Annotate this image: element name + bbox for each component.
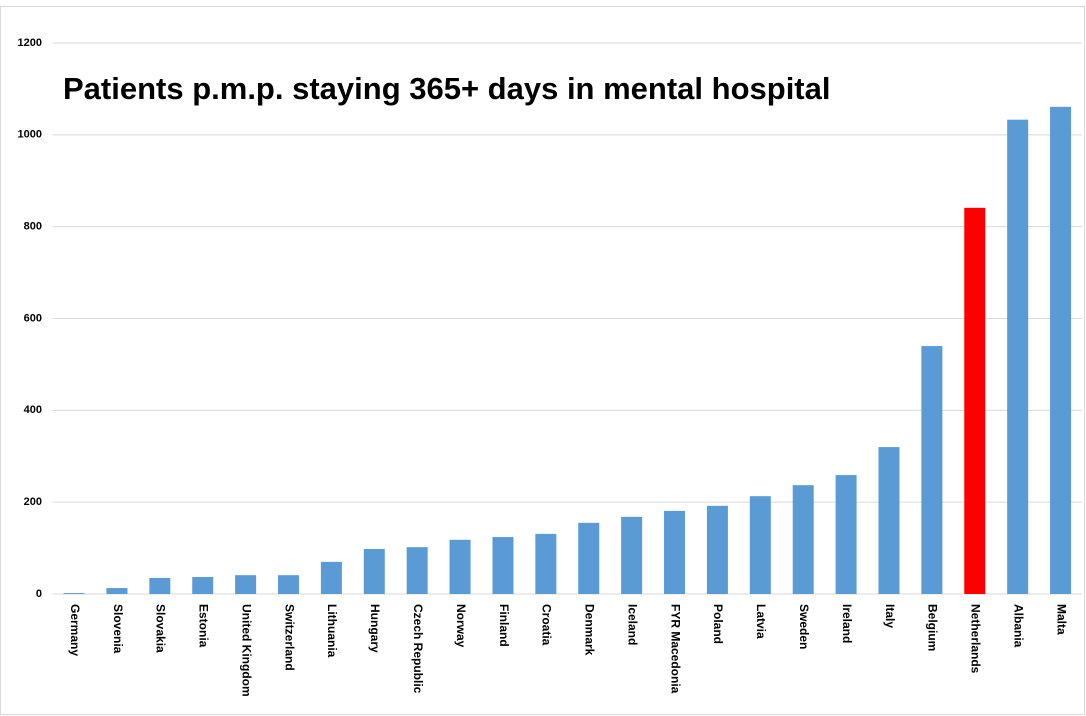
bar: [278, 575, 300, 594]
x-tick-label: Latvia: [754, 604, 768, 639]
bar: [749, 496, 771, 594]
bar: [835, 475, 857, 594]
x-tick-label: Poland: [711, 604, 725, 644]
y-tick-label: 600: [24, 312, 42, 324]
bar: [621, 516, 643, 594]
bar: [149, 577, 171, 594]
x-tick-label: Lithuania: [325, 604, 339, 658]
bar: [1007, 119, 1029, 594]
y-tick-label: 0: [36, 588, 42, 600]
x-tick-label: Slovakia: [154, 604, 168, 653]
x-tick-label: Germany: [68, 604, 82, 656]
bar: [535, 533, 557, 594]
x-tick-label: Czech Republic: [411, 604, 425, 694]
bar: [964, 207, 986, 595]
bar: [406, 547, 428, 594]
chart-title: Patients p.m.p. staying 365+ days in men…: [63, 71, 830, 106]
bar: [192, 577, 214, 594]
bar: [106, 588, 128, 594]
bar: [63, 593, 85, 594]
bar: [878, 447, 900, 594]
bar: [706, 505, 728, 594]
y-tick-label: 200: [24, 496, 42, 508]
bar: [1050, 106, 1072, 595]
x-tick-label: Iceland: [625, 604, 639, 645]
bar: [320, 561, 342, 594]
chart-frame: [0, 6, 1085, 715]
x-tick-label: Switzerland: [282, 604, 296, 671]
bar: [792, 485, 814, 594]
bar: [235, 575, 257, 594]
bar: [578, 522, 600, 594]
x-tick-label: Ireland: [840, 604, 854, 643]
x-tick-label: Netherlands: [969, 604, 983, 674]
y-tick-label: 400: [24, 404, 42, 416]
y-tick-label: 1200: [18, 37, 42, 49]
x-tick-label: Norway: [454, 604, 468, 648]
x-tick-label: Italy: [883, 604, 897, 628]
bar: [921, 346, 943, 594]
bar: [449, 539, 471, 594]
y-tick-label: 800: [24, 221, 42, 233]
x-tick-label: Hungary: [368, 604, 382, 653]
bar: [664, 510, 686, 594]
x-tick-label: Finland: [497, 604, 511, 647]
x-tick-label: FYR Macedonia: [668, 604, 682, 694]
x-tick-label: Malta: [1054, 604, 1068, 635]
x-tick-label: Sweden: [797, 604, 811, 649]
x-tick-label: Denmark: [583, 604, 597, 656]
bar: [363, 549, 385, 594]
bar: [492, 537, 514, 594]
x-tick-label: Slovenia: [111, 604, 125, 654]
x-tick-label: Estonia: [197, 604, 211, 648]
x-tick-label: Albania: [1011, 604, 1025, 648]
x-tick-label: Belgium: [926, 604, 940, 651]
x-tick-label: United Kingdom: [239, 604, 253, 697]
x-tick-label: Croatia: [540, 604, 554, 646]
y-tick-label: 1000: [18, 129, 42, 141]
